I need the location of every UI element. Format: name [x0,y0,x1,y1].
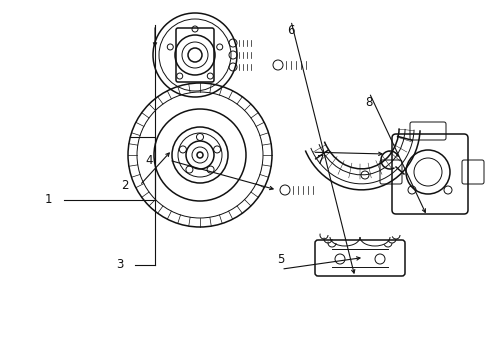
Text: 1: 1 [45,193,53,206]
Text: 5: 5 [277,253,285,266]
Text: 4: 4 [145,154,153,167]
Text: 7: 7 [316,154,324,167]
Text: 8: 8 [365,96,372,109]
Text: 3: 3 [116,258,123,271]
Text: 2: 2 [121,179,128,192]
Text: 6: 6 [286,24,294,37]
